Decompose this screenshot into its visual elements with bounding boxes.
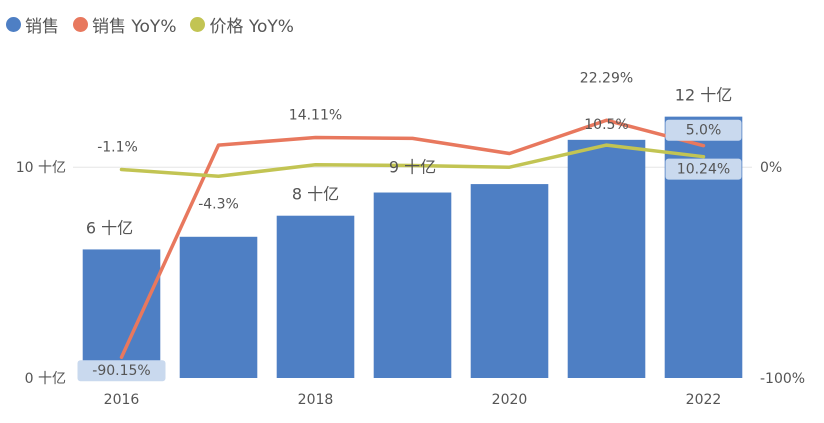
legend-dot-sales-yoy [73, 17, 88, 32]
x-tick-label: 2016 [104, 392, 140, 408]
legend-label-sales-yoy: 销售 YoY% [92, 17, 177, 37]
price-yoy-data-label: 10.5% [584, 117, 628, 133]
legend-item-sales[interactable]: 销售 [6, 12, 59, 37]
bar-data-label: 6 十亿 [86, 218, 133, 237]
legend-label-price-yoy: 价格 YoY% [209, 17, 294, 37]
x-tick-label: 2022 [686, 392, 722, 408]
y-right-tick-label: -100% [760, 371, 805, 387]
bar [179, 236, 258, 378]
series-line [119, 143, 706, 179]
x-tick-label: 2018 [298, 392, 334, 408]
price-yoy-data-label: -4.3% [198, 196, 239, 212]
sales-yoy-data-label-bg [665, 158, 742, 180]
y-right-tick-label: 0% [760, 160, 782, 176]
x-tick-label: 2020 [492, 392, 528, 408]
legend-label-sales: 销售 [25, 17, 59, 37]
sales-yoy-data-label: 14.11% [289, 107, 342, 123]
y-left-tick-label: 10 十亿 [16, 160, 66, 176]
bar [276, 215, 355, 378]
sales-yoy-data-label: -90.15% [92, 363, 150, 379]
series-line [119, 118, 706, 359]
legend-item-price-yoy[interactable]: 价格 YoY% [190, 12, 294, 37]
legend-dot-sales [6, 17, 21, 32]
y-left-tick-label: 0 十亿 [25, 371, 66, 387]
bar-data-label: 8 十亿 [292, 185, 339, 204]
bar [470, 184, 549, 378]
price-yoy-data-label: 5.0% [686, 123, 722, 139]
bar [373, 192, 452, 378]
sales-yoy-data-label-bg [77, 360, 166, 382]
price-yoy-data-label-bg [665, 119, 742, 141]
bar-data-label: 9 十亿 [389, 158, 436, 177]
bar-data-label: 12 十亿 [675, 86, 732, 105]
sales-yoy-data-label: 10.24% [677, 162, 730, 178]
price-yoy-data-label: -1.1% [97, 140, 138, 156]
legend: 销售 销售 YoY% 价格 YoY% [6, 12, 308, 37]
bar [567, 139, 646, 378]
legend-dot-price-yoy [190, 17, 206, 32]
sales-yoy-data-label: 22.29% [580, 70, 633, 86]
legend-item-sales-yoy[interactable]: 销售 YoY% [73, 12, 176, 37]
